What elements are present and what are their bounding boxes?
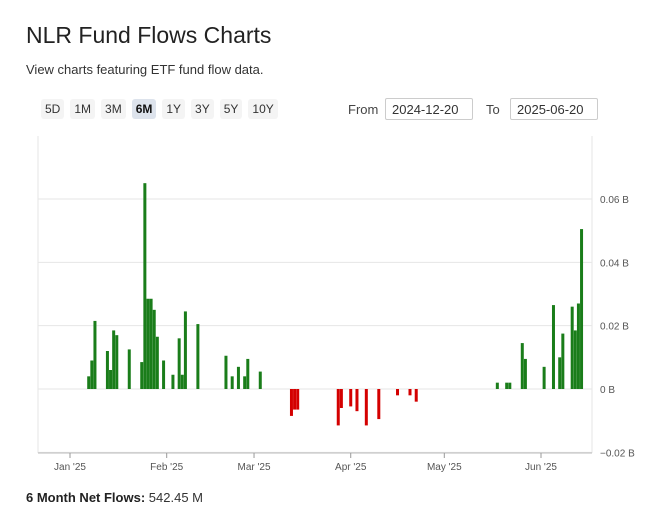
flow-bar: [230, 376, 234, 389]
range-button-3y[interactable]: 3Y: [191, 99, 214, 119]
flow-bar: [93, 320, 97, 389]
flow-bar: [87, 376, 91, 389]
page-title: NLR Fund Flows Charts: [26, 22, 272, 48]
flow-bar: [105, 351, 109, 389]
x-tick-label: May '25: [427, 462, 462, 473]
range-button-10y[interactable]: 10Y: [248, 99, 278, 119]
chart-bars: [87, 183, 584, 426]
flow-bar: [180, 374, 184, 389]
x-axis-ticks: Jan '25 Feb '25 Mar '25 Apr '25 May '25 Jun '…: [54, 453, 557, 473]
y-tick-label: 0 B: [600, 385, 615, 396]
flow-bar: [109, 370, 113, 389]
x-tick-label: Jan '25: [54, 462, 86, 473]
flow-bar: [149, 298, 153, 389]
x-tick-label: Mar '25: [238, 462, 271, 473]
x-tick-label: Apr '25: [335, 462, 367, 473]
flow-bar: [580, 229, 584, 389]
flow-bar: [155, 336, 159, 389]
flow-bar: [364, 389, 368, 426]
range-button-1m[interactable]: 1M: [70, 99, 96, 119]
flow-bar: [508, 382, 512, 389]
range-button-3m[interactable]: 3M: [101, 99, 126, 119]
flow-bar: [349, 389, 353, 407]
flow-bar: [258, 371, 262, 389]
flow-bar: [236, 366, 240, 389]
y-tick-label: −0.02 B: [600, 448, 635, 459]
from-date-input[interactable]: [385, 98, 473, 120]
flow-bar: [558, 357, 562, 389]
flow-bar: [171, 374, 175, 389]
flow-bar: [551, 305, 555, 389]
range-selector: 5D 1M 3M 6M 1Y 3Y 5Y 10Y: [41, 99, 278, 119]
flow-bar: [355, 389, 359, 412]
range-button-6m[interactable]: 6M: [131, 99, 157, 119]
y-tick-label: 0.04 B: [600, 258, 629, 269]
flow-bar: [183, 311, 187, 389]
flow-bar: [246, 358, 250, 389]
flow-bar: [520, 343, 524, 389]
flow-bar: [243, 376, 247, 389]
flow-bar: [115, 335, 119, 389]
range-button-5y[interactable]: 5Y: [219, 99, 243, 119]
flow-bar: [90, 360, 94, 389]
flow-bar: [505, 382, 509, 389]
to-label: To: [486, 102, 500, 117]
fund-flows-chart: 0.06 B 0.04 B 0.02 B 0 B −0.02 B Jan '25 Feb …: [37, 136, 635, 473]
flow-bar: [495, 382, 499, 389]
flow-bar: [296, 389, 300, 410]
flow-bar: [224, 355, 228, 389]
flow-bar: [561, 333, 565, 389]
flow-bar: [570, 306, 574, 389]
flow-bar: [162, 360, 166, 389]
flow-bar: [542, 366, 546, 389]
y-tick-label: 0.02 B: [600, 322, 629, 333]
flow-bar: [143, 183, 147, 389]
range-button-5d[interactable]: 5D: [41, 99, 65, 119]
flow-bar: [112, 330, 116, 389]
chart-grid: [37, 136, 593, 454]
to-date-input[interactable]: [510, 98, 598, 120]
net-flows-label: 6 Month Net Flows:: [26, 490, 146, 505]
x-tick-label: Feb '25: [150, 462, 183, 473]
flow-bar: [152, 309, 156, 389]
page-subtitle: View charts featuring ETF fund flow data…: [26, 62, 264, 77]
flow-bar: [576, 303, 580, 389]
net-flows-value: 542.45 M: [148, 490, 203, 505]
from-label: From: [348, 102, 379, 117]
flow-bar: [523, 358, 527, 389]
flow-bar: [140, 362, 144, 389]
flow-bar: [146, 298, 150, 389]
flow-bar: [339, 389, 343, 408]
flow-bar: [377, 389, 381, 420]
flow-bar: [408, 389, 412, 396]
y-axis-ticks: 0.06 B 0.04 B 0.02 B 0 B −0.02 B: [600, 195, 635, 459]
flow-bar: [414, 389, 418, 402]
flow-bar: [196, 324, 200, 389]
flow-bar: [127, 349, 131, 389]
net-flows-summary: 6 Month Net Flows: 542.45 M: [26, 490, 203, 505]
y-tick-label: 0.06 B: [600, 195, 629, 206]
flow-bar: [336, 389, 340, 426]
flow-bar: [573, 330, 577, 389]
flow-bar: [293, 389, 297, 410]
flow-bar: [396, 389, 400, 396]
x-tick-label: Jun '25: [525, 462, 557, 473]
flow-bar: [177, 338, 181, 389]
range-button-1y[interactable]: 1Y: [162, 99, 186, 119]
flow-bar: [289, 389, 293, 416]
